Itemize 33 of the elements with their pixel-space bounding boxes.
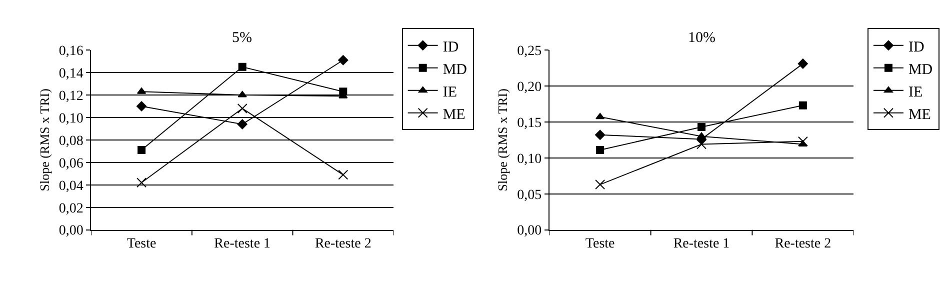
- y-tick-label: 0,05: [517, 188, 542, 203]
- y-tick-label: 0,02: [58, 201, 84, 216]
- y-tick-label: 0,10: [58, 111, 84, 126]
- y-tick-label: 0,00: [58, 224, 84, 239]
- y-tick-label: 0,06: [58, 156, 84, 172]
- y-tick-label: 0,15: [517, 116, 542, 131]
- legend-label: ME: [442, 106, 466, 123]
- legend-label: ID: [442, 39, 459, 56]
- legend-label: IE: [442, 84, 458, 100]
- y-tick-label: 0,00: [517, 224, 542, 239]
- x-tick-label: Re-teste 1: [214, 236, 271, 252]
- x-tick-label: Teste: [126, 236, 156, 252]
- legend-label: ME: [908, 106, 931, 123]
- y-tick-label: 0,04: [58, 178, 84, 194]
- y-axis-title: Slope (RMS x TRI): [36, 88, 52, 192]
- y-tick-label: 0,14: [58, 66, 84, 82]
- y-tick-label: 0,25: [517, 44, 542, 59]
- x-tick-label: Re-teste 2: [774, 236, 832, 252]
- legend-label: MD: [908, 62, 933, 78]
- x-tick-label: Teste: [585, 236, 615, 252]
- legend-label: ID: [908, 39, 924, 56]
- y-tick-label: 0,10: [517, 152, 542, 167]
- y-tick-label: 0,08: [58, 134, 84, 149]
- x-tick-label: Re-teste 2: [314, 236, 372, 252]
- legend-label: MD: [442, 62, 468, 78]
- y-tick-label: 0,20: [517, 80, 542, 95]
- y-tick-label: 0,12: [58, 88, 84, 104]
- y-axis-title: Slope (RMS x TRI): [495, 88, 510, 192]
- x-tick-label: Re-teste 1: [673, 236, 730, 252]
- y-tick-label: 0,16: [58, 44, 84, 59]
- legend-label: IE: [908, 84, 923, 100]
- chart-title: 5%: [232, 30, 252, 46]
- chart-title: 10%: [688, 30, 716, 46]
